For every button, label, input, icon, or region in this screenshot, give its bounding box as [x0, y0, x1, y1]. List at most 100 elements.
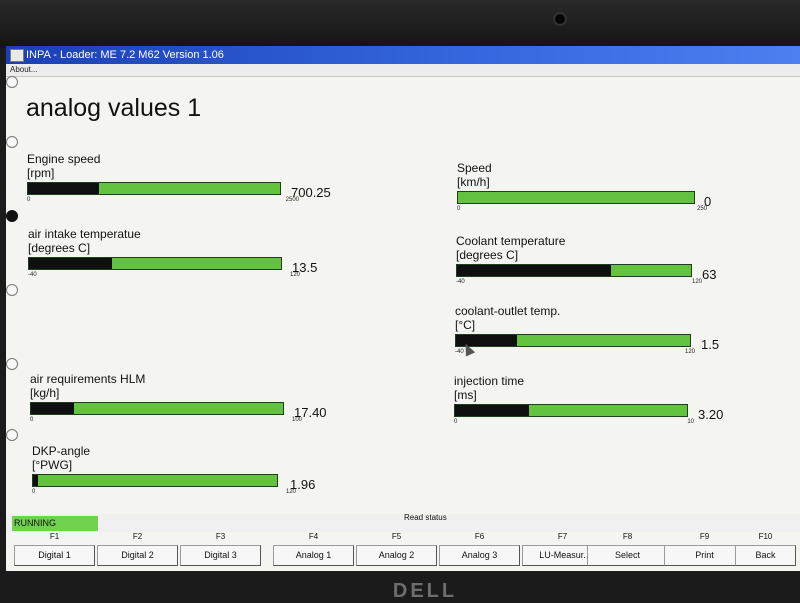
fkey-name: F5 — [391, 532, 402, 541]
gauge-unit: [°PWG] — [32, 458, 73, 472]
gauge-value: 0 — [704, 194, 712, 209]
gauge-min: -40 — [456, 279, 465, 285]
gauge-max: 100 — [291, 417, 302, 423]
gauge-fill — [455, 405, 530, 416]
gauge-engine-speed: Engine speed [rpm] 0 2500 700.25 — [27, 152, 357, 220]
binder-hole-icon — [6, 429, 18, 441]
gauge-unit: [rpm] — [27, 166, 55, 180]
status-row — [6, 514, 800, 532]
fkey-name: F8 — [622, 532, 633, 541]
gauge-injection-time: injection time [ms] 0 10 3.20 — [454, 374, 784, 442]
gauge-max: 120 — [684, 349, 695, 355]
title-bar: INPA - Loader: ME 7.2 M62 Version 1.06 — [6, 46, 800, 64]
fkey-f1: F1 Digital 1 — [14, 532, 95, 568]
binder-hole-icon — [6, 210, 18, 222]
gauge-speed: Speed [km/h] 0 250 0 — [457, 161, 787, 229]
gauge-value: 17.40 — [294, 405, 327, 420]
running-status-badge: RUNNING — [12, 516, 98, 531]
analog-3-button[interactable]: Analog 3 — [439, 545, 520, 566]
gauge-bar — [457, 191, 695, 204]
monitor-bezel — [0, 0, 800, 48]
select-button[interactable]: Select — [587, 545, 668, 566]
menu-about[interactable]: About... — [10, 65, 38, 74]
fkey-name: F6 — [474, 532, 485, 541]
gauge-unit: [degrees C] — [28, 241, 91, 255]
digital-1-button[interactable]: Digital 1 — [14, 545, 95, 566]
page-title: analog values 1 — [26, 94, 202, 122]
gauge-unit: [degrees C] — [456, 248, 519, 262]
gauge-label: Speed — [457, 161, 492, 175]
gauge-unit: [kg/h] — [30, 386, 60, 400]
gauge-value: 1.96 — [290, 477, 316, 492]
webcam-icon — [553, 12, 567, 26]
gauge-value: 700.25 — [291, 185, 331, 200]
gauge-bar — [28, 257, 282, 270]
gauge-max: 250 — [696, 206, 707, 212]
gauge-fill — [28, 183, 99, 194]
gauge-min: 0 — [457, 206, 461, 212]
gauge-value: 13.5 — [292, 260, 318, 275]
gauge-min: 0 — [30, 417, 34, 423]
gauge-label: DKP-angle — [32, 444, 91, 458]
function-key-bar: F1 Digital 1 F2 Digital 2 F3 Digital 3 F… — [14, 532, 796, 568]
read-status-label: Read status — [404, 513, 447, 522]
gauge-bar — [32, 474, 278, 487]
gauge-dkp-angle: DKP-angle [°PWG] 0 120 1.96 — [32, 444, 362, 512]
gauge-bar — [27, 182, 281, 195]
gauge-coolant-temp: Coolant temperature [degrees C] -40 120 … — [456, 234, 786, 302]
gauge-label: Engine speed — [27, 152, 101, 166]
gauge-label: air requirements HLM — [30, 372, 146, 386]
gauge-fill — [457, 265, 612, 276]
binder-hole-icon — [6, 284, 18, 296]
gauge-max: 2500 — [285, 197, 299, 203]
gauge-label: Coolant temperature — [456, 234, 566, 248]
gauge-fill — [33, 475, 38, 486]
gauge-bar — [454, 404, 688, 417]
inpa-window: INPA - Loader: ME 7.2 M62 Version 1.06 A… — [6, 46, 800, 571]
binder-hole-icon — [6, 76, 18, 88]
gauge-unit: [°C] — [455, 318, 476, 332]
fkey-name: F7 — [557, 532, 568, 541]
fkey-f2: F2 Digital 2 — [97, 532, 178, 568]
binder-hole-icon — [6, 358, 18, 370]
gauge-coolant-outlet: coolant-outlet temp. [°C] -40 120 1.5 — [455, 304, 785, 372]
fkey-f5: F5 Analog 2 — [356, 532, 437, 568]
fkey-name: F9 — [699, 532, 710, 541]
gauge-air-requirements: air requirements HLM [kg/h] 0 100 17.40 — [30, 372, 360, 440]
gauge-min: 0 — [32, 489, 36, 495]
dell-logo: DELL — [392, 580, 458, 602]
gauge-unit: [km/h] — [457, 175, 490, 189]
analog-1-button[interactable]: Analog 1 — [273, 545, 354, 566]
gauge-min: -40 — [28, 272, 37, 278]
fkey-f9: F9 Print — [664, 532, 745, 568]
analog-2-button[interactable]: Analog 2 — [356, 545, 437, 566]
app-icon — [10, 49, 24, 62]
gauge-min: 0 — [454, 419, 458, 425]
print-button[interactable]: Print — [664, 545, 745, 566]
digital-2-button[interactable]: Digital 2 — [97, 545, 178, 566]
gauge-max: 10 — [687, 419, 694, 425]
gauge-label: air intake temperatue — [28, 227, 141, 241]
back-button[interactable]: Back — [735, 545, 796, 566]
digital-3-button[interactable]: Digital 3 — [180, 545, 261, 566]
gauge-bar — [455, 334, 691, 347]
gauge-fill — [456, 335, 517, 346]
fkey-f10: F10 Back — [735, 532, 796, 568]
gauge-fill — [29, 258, 113, 269]
gauge-value: 1.5 — [701, 337, 720, 352]
gauge-label: injection time — [454, 374, 525, 388]
fkey-name: F10 — [758, 532, 773, 541]
fkey-name: F3 — [215, 532, 226, 541]
gauge-min: 0 — [27, 197, 31, 203]
fkey-f4: F4 Analog 1 — [273, 532, 354, 568]
gauge-air-intake-temp: air intake temperatue [degrees C] -40 12… — [28, 227, 358, 295]
window-title: INPA - Loader: ME 7.2 M62 Version 1.06 — [26, 49, 224, 61]
gauge-bar — [456, 264, 692, 277]
gauge-label: coolant-outlet temp. — [455, 304, 561, 318]
gauge-value: 63 — [702, 267, 717, 282]
binder-hole-icon — [6, 136, 18, 148]
fkey-name: F2 — [132, 532, 143, 541]
gauge-fill — [31, 403, 74, 414]
gauge-max: 120 — [285, 489, 296, 495]
gauge-unit: [ms] — [454, 388, 477, 402]
